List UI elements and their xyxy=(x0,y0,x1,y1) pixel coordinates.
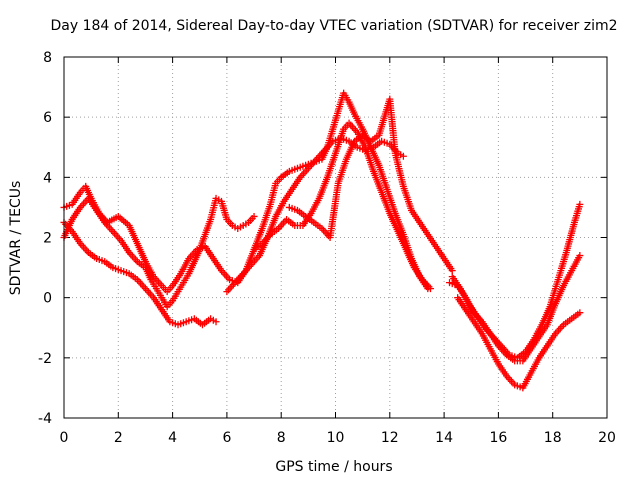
y-tick-label: -4 xyxy=(38,411,52,427)
data-point xyxy=(576,200,584,208)
x-axis-label: GPS time / hours xyxy=(275,459,392,475)
x-tick-label: 16 xyxy=(489,430,507,446)
data-point xyxy=(250,212,258,220)
y-tick-label: 2 xyxy=(43,231,52,247)
data-point xyxy=(448,267,456,275)
series-pass-10 xyxy=(446,252,584,365)
y-tick-label: 4 xyxy=(43,170,52,186)
x-tick-label: 4 xyxy=(168,430,177,446)
y-tick-label: 8 xyxy=(43,50,52,66)
y-axis-label: SDTVAR / TECUs xyxy=(8,181,24,296)
x-tick-label: 18 xyxy=(544,430,562,446)
data-point xyxy=(576,309,584,317)
data-markers xyxy=(60,89,584,392)
data-point xyxy=(212,318,220,326)
series-pass-2 xyxy=(60,218,220,329)
chart-title: Day 184 of 2014, Sidereal Day-to-day VTE… xyxy=(51,18,618,34)
data-point xyxy=(427,285,435,293)
series-pass-7 xyxy=(285,95,456,275)
x-tick-label: 2 xyxy=(114,430,123,446)
series-pass-6 xyxy=(250,119,435,293)
y-tick-label: 0 xyxy=(43,291,52,307)
x-tick-label: 8 xyxy=(277,430,286,446)
data-point xyxy=(576,252,584,260)
y-tick-label: 6 xyxy=(43,110,52,126)
series-pass-3 xyxy=(60,173,285,296)
data-point xyxy=(399,152,407,160)
x-tick-label: 10 xyxy=(327,430,345,446)
x-tick-label: 0 xyxy=(60,430,69,446)
axis-ticks: 0 2 4 6 8 10 12 14 16 18 20 -4 -2 0 2 4 6 8 xyxy=(38,50,616,446)
y-tick-label: -2 xyxy=(38,351,52,367)
series-pass-9 xyxy=(454,294,584,392)
x-tick-label: 12 xyxy=(381,430,399,446)
x-tick-label: 20 xyxy=(598,430,616,446)
plot-frame xyxy=(63,56,608,419)
x-tick-label: 14 xyxy=(435,430,453,446)
x-tick-label: 6 xyxy=(222,430,231,446)
